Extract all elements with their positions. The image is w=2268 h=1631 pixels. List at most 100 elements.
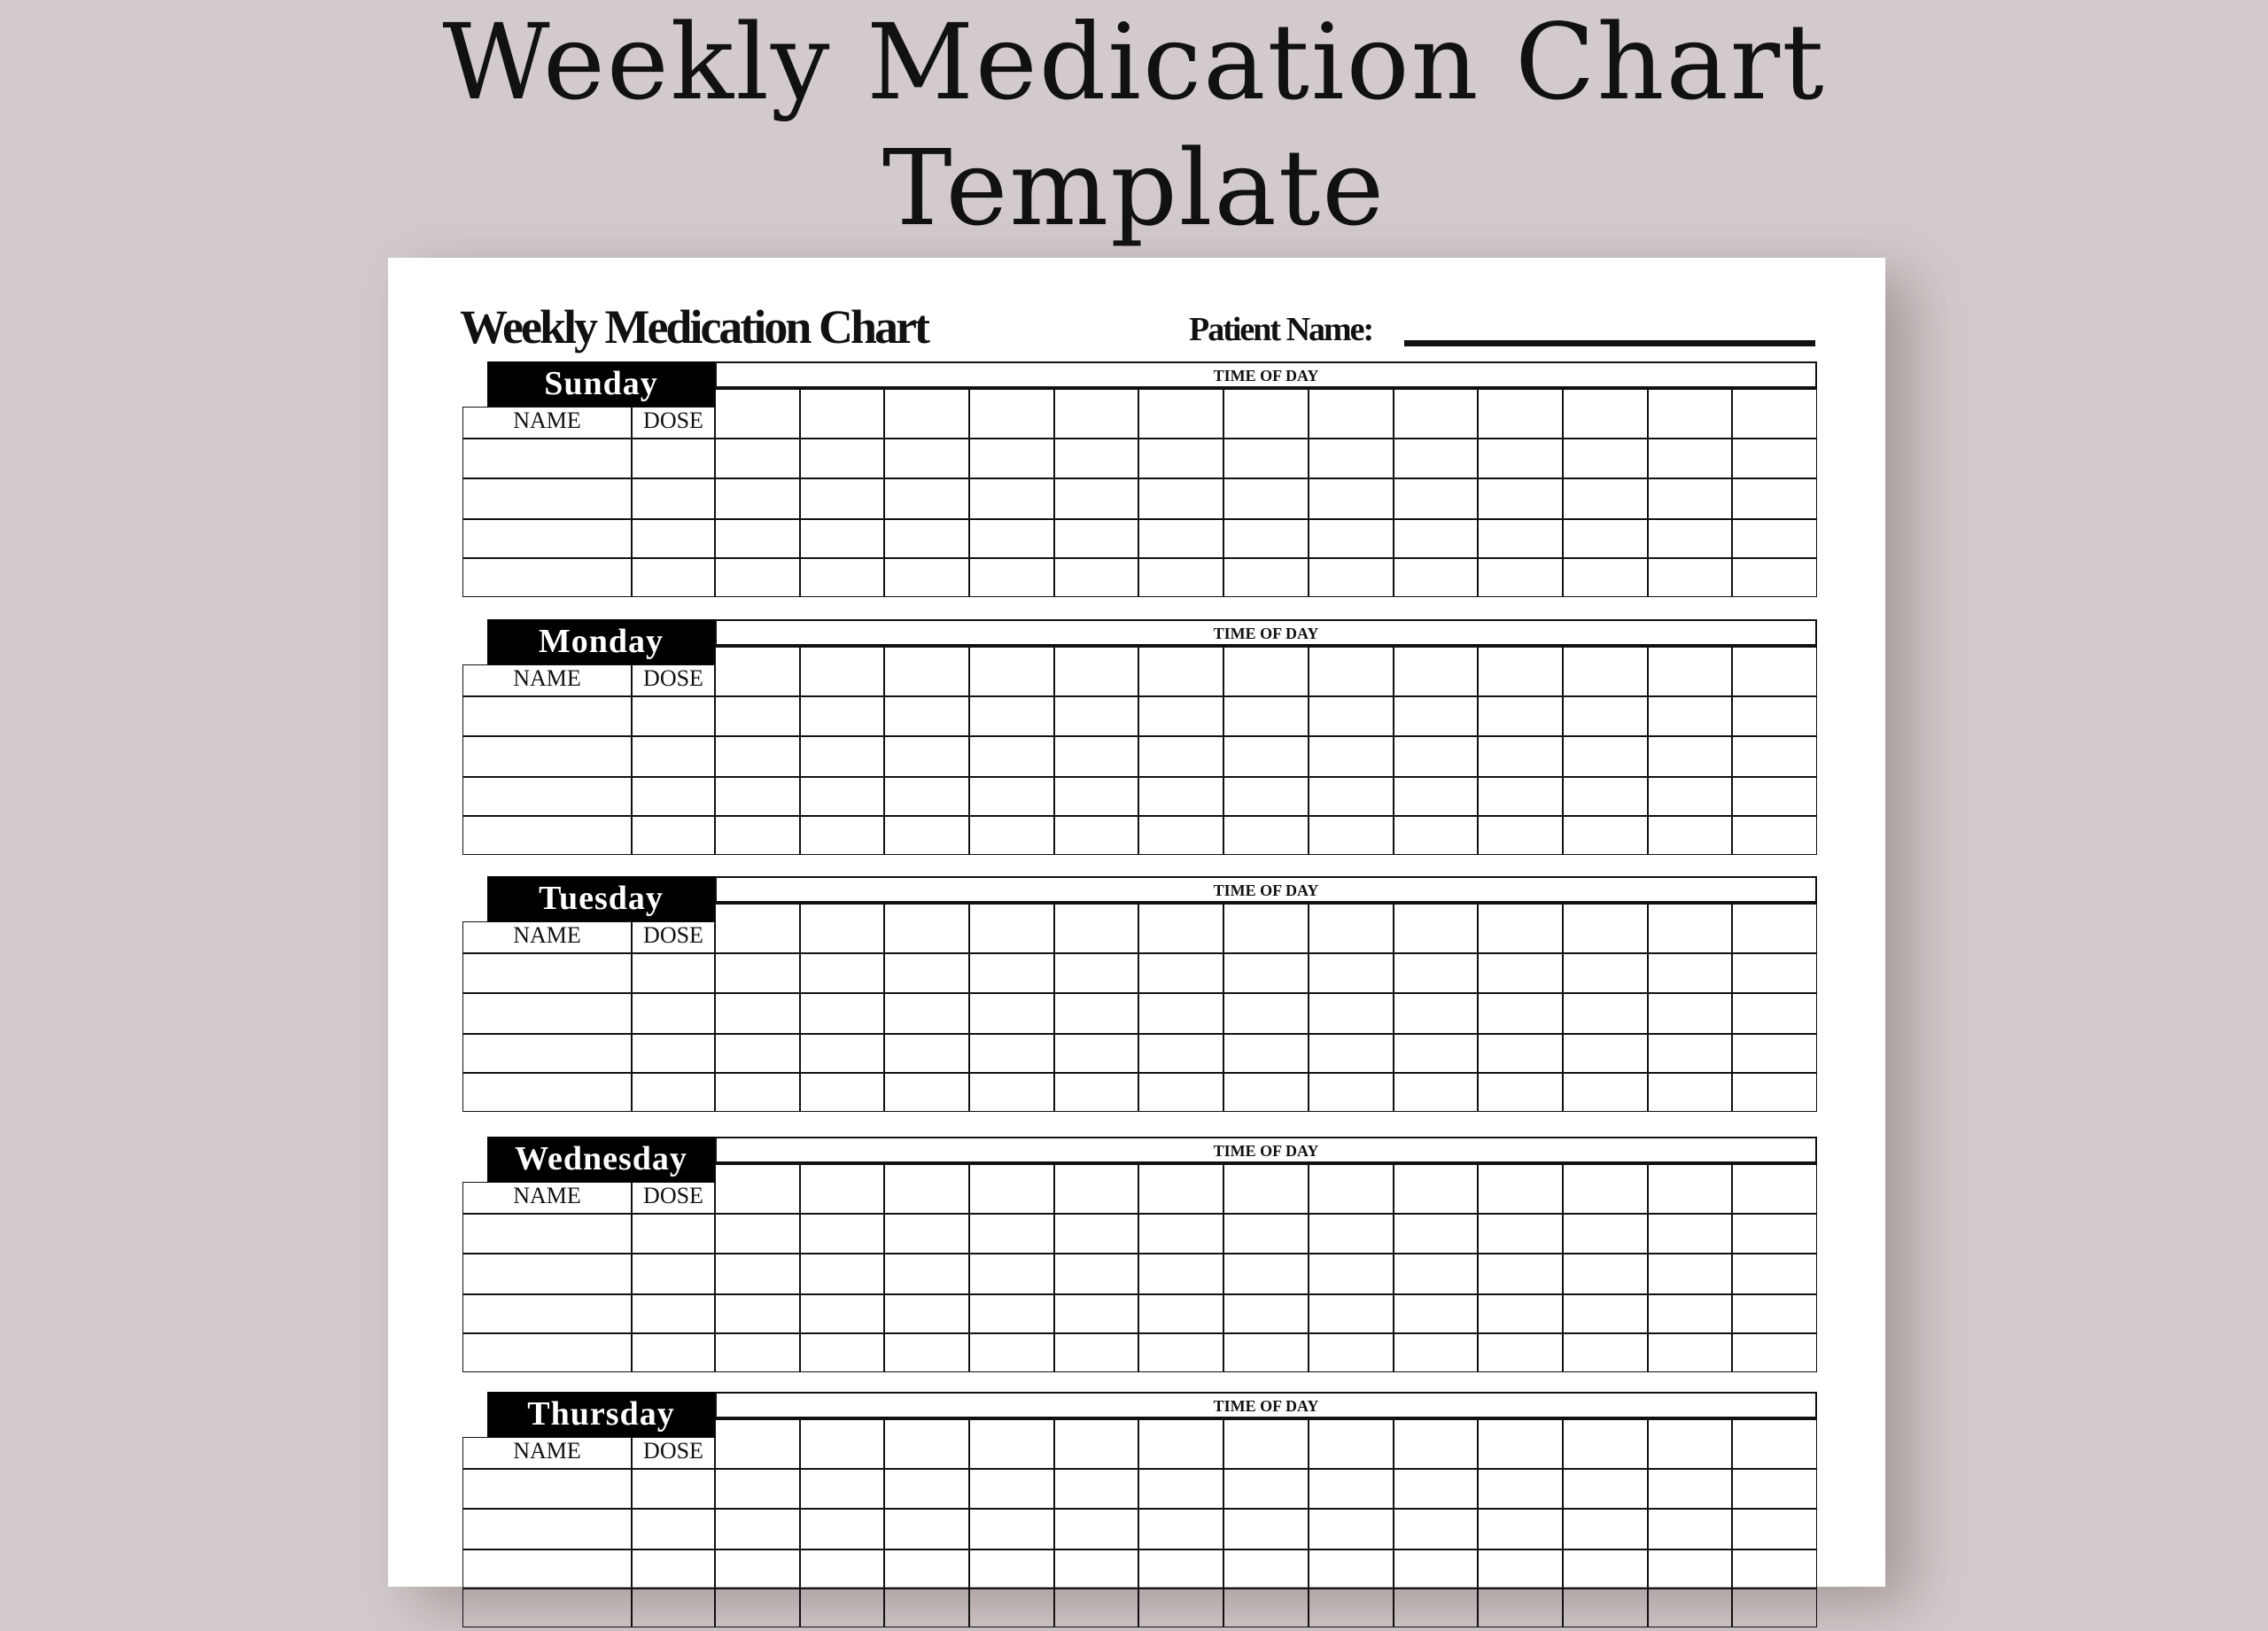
- time-check-cell[interactable]: [1138, 816, 1224, 855]
- time-check-cell[interactable]: [1223, 953, 1309, 993]
- time-header-cell[interactable]: [1138, 1419, 1224, 1469]
- time-check-cell[interactable]: [884, 558, 970, 597]
- time-check-cell[interactable]: [1053, 1469, 1139, 1509]
- time-check-cell[interactable]: [1562, 816, 1648, 855]
- time-header-cell[interactable]: [884, 647, 970, 696]
- time-header-cell[interactable]: [969, 904, 1054, 953]
- time-check-cell[interactable]: [799, 953, 885, 993]
- time-check-cell[interactable]: [884, 439, 970, 478]
- time-header-cell[interactable]: [715, 647, 800, 696]
- medication-name-cell[interactable]: [462, 1034, 632, 1073]
- time-check-cell[interactable]: [715, 1073, 800, 1112]
- time-check-cell[interactable]: [715, 1214, 800, 1254]
- time-header-cell[interactable]: [799, 647, 885, 696]
- medication-name-cell[interactable]: [462, 1333, 632, 1372]
- time-check-cell[interactable]: [1562, 1469, 1648, 1509]
- time-check-cell[interactable]: [1478, 696, 1563, 736]
- time-check-cell[interactable]: [1562, 519, 1648, 558]
- time-check-cell[interactable]: [1732, 1549, 1817, 1588]
- time-header-cell[interactable]: [1223, 1419, 1309, 1469]
- time-check-cell[interactable]: [1647, 1333, 1733, 1372]
- time-check-cell[interactable]: [1053, 736, 1139, 777]
- time-header-cell[interactable]: [1562, 389, 1648, 439]
- dose-cell[interactable]: [632, 1254, 715, 1294]
- time-check-cell[interactable]: [1138, 777, 1224, 816]
- time-check-cell[interactable]: [715, 777, 800, 816]
- time-check-cell[interactable]: [1223, 1294, 1309, 1333]
- time-check-cell[interactable]: [799, 1254, 885, 1294]
- time-check-cell[interactable]: [1138, 1549, 1224, 1588]
- time-check-cell[interactable]: [1647, 558, 1733, 597]
- time-check-cell[interactable]: [1223, 1214, 1309, 1254]
- time-header-cell[interactable]: [884, 904, 970, 953]
- time-check-cell[interactable]: [799, 1034, 885, 1073]
- time-check-cell[interactable]: [1223, 1034, 1309, 1073]
- time-check-cell[interactable]: [1393, 1294, 1479, 1333]
- time-check-cell[interactable]: [1308, 1333, 1394, 1372]
- time-header-cell[interactable]: [1647, 904, 1733, 953]
- time-header-cell[interactable]: [1393, 647, 1479, 696]
- time-check-cell[interactable]: [1308, 736, 1394, 777]
- time-header-cell[interactable]: [1308, 389, 1394, 439]
- time-check-cell[interactable]: [969, 519, 1054, 558]
- time-check-cell[interactable]: [1053, 1294, 1139, 1333]
- time-check-cell[interactable]: [1478, 1469, 1563, 1509]
- time-check-cell[interactable]: [1647, 1509, 1733, 1549]
- time-check-cell[interactable]: [715, 1549, 800, 1588]
- time-check-cell[interactable]: [1478, 439, 1563, 478]
- time-check-cell[interactable]: [1053, 953, 1139, 993]
- time-header-cell[interactable]: [1053, 1419, 1139, 1469]
- time-check-cell[interactable]: [1647, 816, 1733, 855]
- time-check-cell[interactable]: [715, 696, 800, 736]
- time-header-cell[interactable]: [1647, 389, 1733, 439]
- time-check-cell[interactable]: [969, 816, 1054, 855]
- time-check-cell[interactable]: [715, 736, 800, 777]
- time-check-cell[interactable]: [1138, 1333, 1224, 1372]
- dose-cell[interactable]: [632, 777, 715, 816]
- time-header-cell[interactable]: [1562, 1419, 1648, 1469]
- time-check-cell[interactable]: [1732, 1254, 1817, 1294]
- time-check-cell[interactable]: [969, 1214, 1054, 1254]
- time-check-cell[interactable]: [1138, 478, 1224, 519]
- time-check-cell[interactable]: [799, 1214, 885, 1254]
- time-check-cell[interactable]: [1478, 993, 1563, 1034]
- time-check-cell[interactable]: [799, 696, 885, 736]
- time-header-cell[interactable]: [884, 1419, 970, 1469]
- time-check-cell[interactable]: [1478, 736, 1563, 777]
- time-header-cell[interactable]: [799, 1419, 885, 1469]
- time-check-cell[interactable]: [1393, 1469, 1479, 1509]
- time-check-cell[interactable]: [1647, 1254, 1733, 1294]
- time-check-cell[interactable]: [799, 1549, 885, 1588]
- time-check-cell[interactable]: [1478, 478, 1563, 519]
- time-check-cell[interactable]: [1647, 993, 1733, 1034]
- time-check-cell[interactable]: [1053, 439, 1139, 478]
- time-check-cell[interactable]: [884, 1214, 970, 1254]
- time-check-cell[interactable]: [1478, 1333, 1563, 1372]
- time-header-cell[interactable]: [1647, 1164, 1733, 1214]
- time-check-cell[interactable]: [1053, 1588, 1139, 1627]
- time-check-cell[interactable]: [1138, 1254, 1224, 1294]
- time-check-cell[interactable]: [969, 1254, 1054, 1294]
- time-check-cell[interactable]: [1732, 1294, 1817, 1333]
- time-check-cell[interactable]: [1732, 558, 1817, 597]
- time-check-cell[interactable]: [884, 816, 970, 855]
- time-check-cell[interactable]: [1732, 777, 1817, 816]
- medication-name-cell[interactable]: [462, 777, 632, 816]
- time-check-cell[interactable]: [799, 1333, 885, 1372]
- time-check-cell[interactable]: [715, 993, 800, 1034]
- time-check-cell[interactable]: [715, 1333, 800, 1372]
- time-header-cell[interactable]: [1393, 1419, 1479, 1469]
- time-check-cell[interactable]: [1223, 1254, 1309, 1294]
- time-check-cell[interactable]: [1647, 696, 1733, 736]
- dose-cell[interactable]: [632, 1549, 715, 1588]
- time-header-cell[interactable]: [1562, 904, 1648, 953]
- time-check-cell[interactable]: [1053, 1509, 1139, 1549]
- time-header-cell[interactable]: [969, 647, 1054, 696]
- time-header-cell[interactable]: [1223, 904, 1309, 953]
- dose-cell[interactable]: [632, 736, 715, 777]
- time-header-cell[interactable]: [799, 904, 885, 953]
- time-check-cell[interactable]: [799, 816, 885, 855]
- time-header-cell[interactable]: [1053, 389, 1139, 439]
- time-check-cell[interactable]: [1478, 519, 1563, 558]
- time-check-cell[interactable]: [1478, 1294, 1563, 1333]
